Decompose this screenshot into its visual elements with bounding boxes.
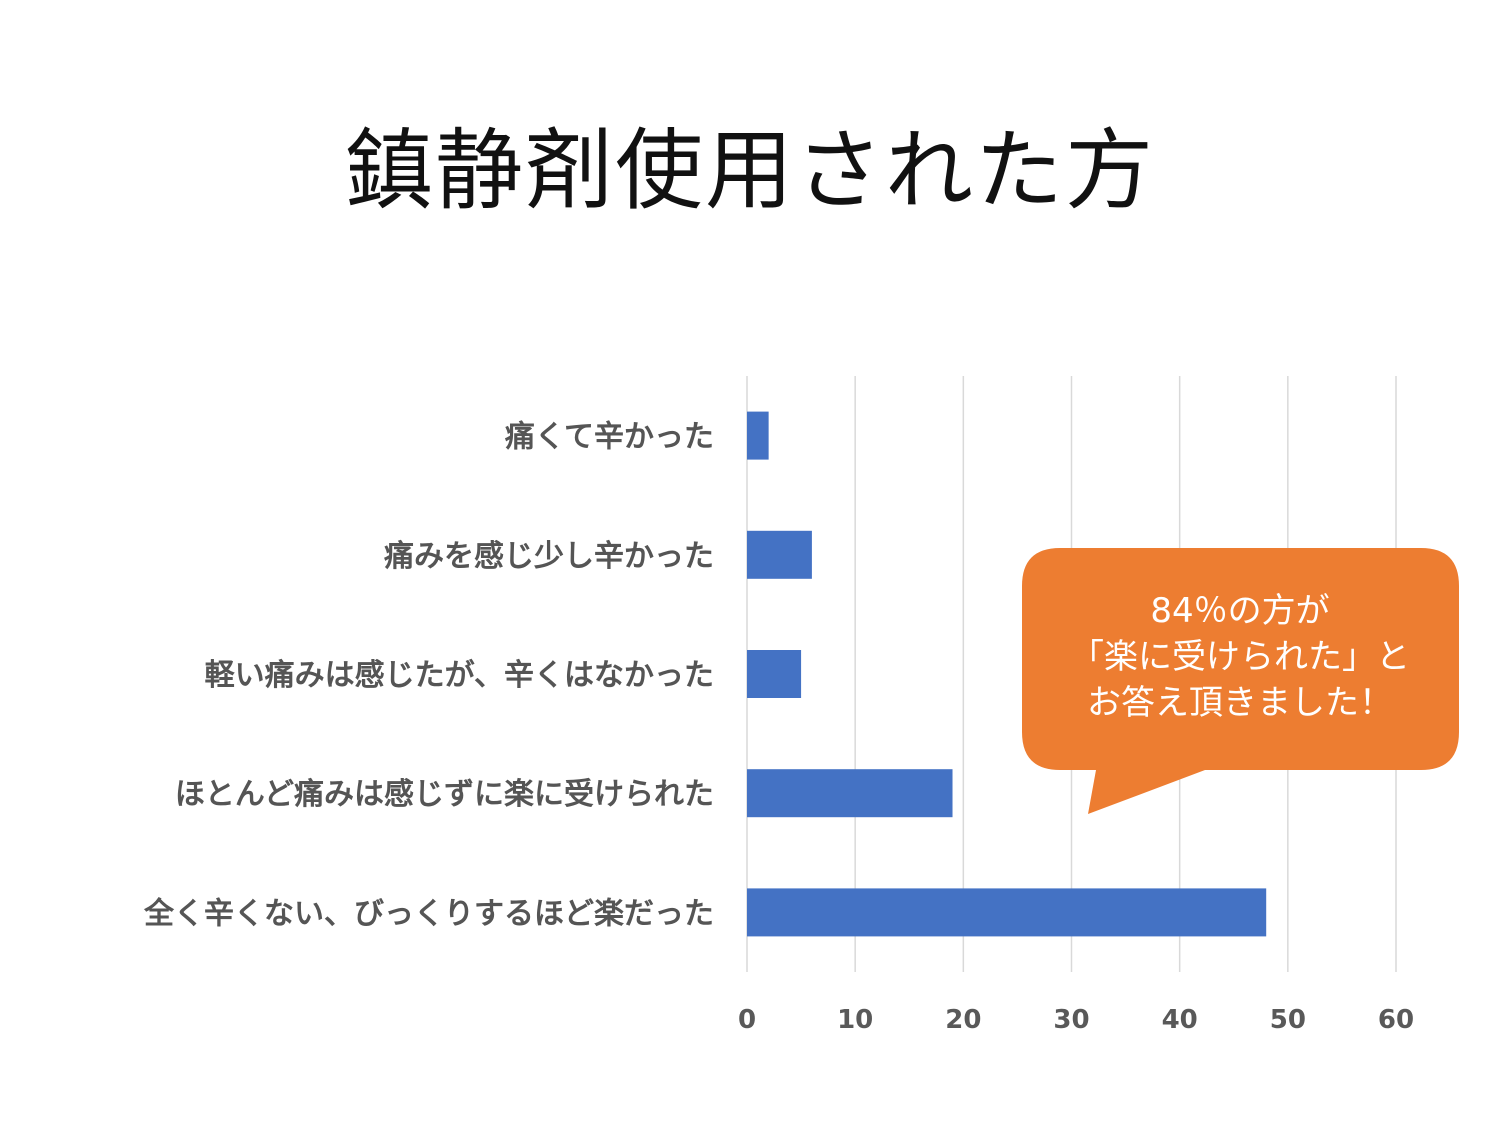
x-axis-tick-labels: 0 10 20 30 40 50 60 [738, 1005, 1414, 1035]
bar [747, 888, 1267, 937]
x-tick-label: 40 [1162, 1005, 1198, 1035]
category-label: 痛くて辛かった [505, 420, 714, 455]
x-tick-label: 10 [837, 1005, 873, 1035]
bar [747, 530, 812, 579]
x-tick-label: 30 [1053, 1005, 1089, 1035]
callout-line-1: 84％の方が [1150, 591, 1329, 631]
x-tick-label: 20 [945, 1005, 981, 1035]
category-label: 痛みを感じ少し辛かった [384, 539, 714, 574]
bars [747, 411, 1267, 937]
category-label: ほとんど痛みは感じずに楽に受けられた [175, 777, 714, 812]
bar [747, 411, 769, 460]
bar [747, 769, 953, 818]
x-tick-label: 50 [1270, 1005, 1306, 1035]
x-tick-label: 0 [738, 1005, 756, 1035]
category-label: 全く辛くない、びっくりするほど楽だった [143, 896, 714, 931]
callout-shape [1022, 548, 1459, 814]
slide-title: 鎮静剤使用された方 [344, 119, 1155, 222]
x-tick-label: 60 [1378, 1005, 1414, 1035]
callout-bubble: 84％の方が 「楽に受けられた」と お答え頂きました！ [1022, 548, 1459, 814]
callout-line-2: 「楽に受けられた」と [1070, 637, 1410, 677]
callout-line-3: お答え頂きました！ [1087, 683, 1393, 723]
bar [747, 650, 802, 698]
category-label: 軽い痛みは感じたが、辛くはなかった [205, 658, 714, 693]
category-labels: 痛くて辛かった痛みを感じ少し辛かった軽い痛みは感じたが、辛くはなかったほとんど痛… [143, 420, 714, 932]
